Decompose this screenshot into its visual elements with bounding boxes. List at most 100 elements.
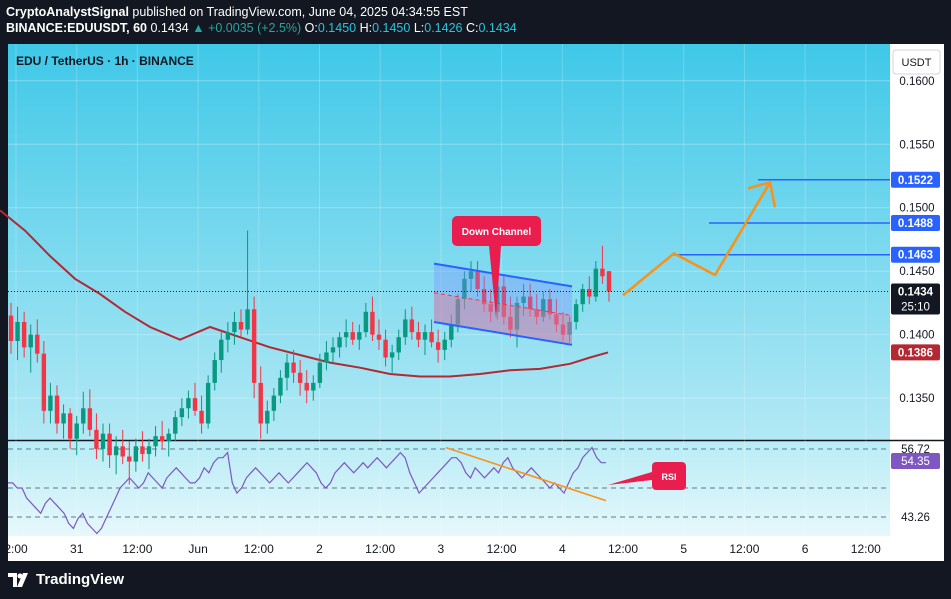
candle-body [449, 324, 454, 340]
candle [113, 436, 119, 475]
candle [251, 296, 257, 399]
candle-body [330, 347, 336, 353]
channel-fill [434, 263, 572, 345]
level-price-tag [891, 214, 940, 231]
candle [271, 387, 277, 421]
author-name[interactable]: CryptoAnalystSignal [6, 5, 129, 19]
currency-button[interactable]: USDT [892, 49, 941, 75]
candle-body [455, 299, 461, 325]
time-tick-label: 12:00 [851, 542, 881, 556]
time-tick-label: 3 [438, 542, 445, 556]
candle [541, 291, 546, 322]
candle [468, 261, 474, 292]
price-change: +0.0035 (+2.5%) [208, 21, 302, 35]
candle [311, 375, 316, 401]
candle-body [140, 446, 145, 454]
candle-body [370, 311, 375, 335]
candle-body [481, 288, 487, 305]
candle-body [357, 332, 362, 340]
candle-body [107, 433, 112, 456]
candle [67, 408, 73, 449]
down-channel-callout[interactable]: Down Channel [452, 216, 541, 318]
candle-body [383, 339, 388, 358]
candle-body [8, 315, 14, 341]
candle [159, 420, 165, 449]
candle [21, 311, 27, 358]
close-value: 0.1434 [478, 21, 517, 35]
time-axis-pane[interactable] [8, 536, 944, 561]
price-pane[interactable] [8, 44, 890, 440]
candle [186, 390, 191, 419]
time-tick-label: 12:00 [244, 542, 274, 556]
candle-body [225, 332, 231, 340]
level-price-tag [891, 246, 940, 263]
ma-layer [0, 209, 609, 378]
last-price-tag [891, 283, 940, 315]
last-price-label: 0.1434 [898, 287, 934, 299]
tradingview-footer[interactable]: TradingView [8, 571, 124, 588]
candle-body [567, 321, 572, 335]
candle-body [547, 299, 553, 315]
candle [422, 324, 428, 355]
candle-body [133, 446, 139, 462]
level-price-tag [891, 171, 940, 188]
candle-body [54, 395, 60, 424]
candle-body [284, 362, 290, 378]
candle [140, 431, 145, 462]
candle [41, 341, 47, 424]
price-tick-label: 0.1600 [899, 76, 934, 88]
candle [107, 423, 112, 468]
candle-body [534, 309, 539, 317]
candle-body [462, 278, 467, 300]
candle [442, 332, 447, 361]
candle-body [94, 429, 99, 449]
candle [475, 261, 480, 297]
candle [481, 276, 487, 312]
rsi-layer [8, 446, 890, 535]
candle [396, 329, 401, 361]
candle [61, 404, 66, 439]
candle-body [74, 423, 79, 439]
candle [205, 375, 211, 429]
candle-body [199, 410, 204, 424]
ma-price-label: 0.1386 [898, 347, 933, 359]
candle-body [488, 304, 493, 312]
candle-body [389, 352, 395, 358]
candle [127, 441, 132, 485]
rsi-callout-pointer [608, 472, 652, 485]
candle-body [87, 408, 93, 430]
time-tick-label: 6 [802, 542, 809, 556]
candle-body [81, 408, 86, 424]
candle [48, 382, 53, 424]
candle [153, 426, 158, 457]
candle [324, 341, 329, 371]
candle [449, 314, 454, 348]
candle-body [173, 417, 178, 434]
candle [120, 429, 125, 465]
candle-body [297, 372, 303, 383]
candle [527, 283, 533, 317]
candle [435, 329, 441, 363]
candles [8, 230, 612, 485]
rsi-callout[interactable]: RSI [608, 462, 686, 490]
time-tick-label: 12:00 [365, 542, 395, 556]
candle-body [120, 446, 125, 457]
candle [370, 296, 375, 341]
candle-body [475, 271, 480, 289]
header-line-1: CryptoAnalystSignal published on Trading… [6, 4, 517, 20]
candle [179, 398, 185, 427]
projection-arrowhead [747, 181, 777, 208]
candle-body [153, 436, 158, 447]
moving-average-line [0, 209, 609, 378]
candle [304, 370, 309, 404]
candle [587, 276, 592, 305]
close-label: C: [465, 21, 479, 35]
candle-body [245, 309, 250, 330]
price-tick-label: 0.1350 [899, 393, 934, 405]
channel-midline [433, 292, 573, 317]
candle [403, 309, 408, 345]
candle-body [67, 413, 73, 439]
price-tick-label: 0.1550 [899, 139, 934, 151]
time-tick-label: 2 [316, 542, 323, 556]
